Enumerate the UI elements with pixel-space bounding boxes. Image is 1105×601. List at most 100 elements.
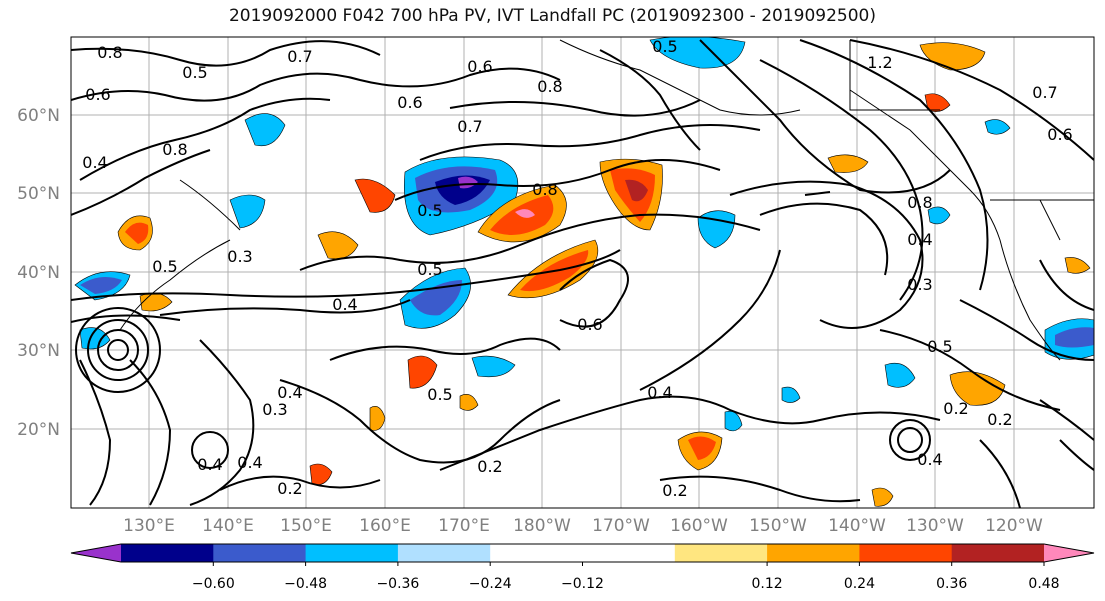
negative-anomaly-blob bbox=[927, 206, 951, 225]
contour-label: 0.8 bbox=[162, 140, 187, 159]
colorbar-segment bbox=[305, 544, 399, 562]
colorbar-tick-label: −0.60 bbox=[192, 576, 235, 592]
negative-anomaly-blob bbox=[244, 113, 286, 147]
map-border bbox=[70, 36, 1095, 509]
lon-label: 120°W bbox=[985, 516, 1043, 536]
negative-anomaly-blob bbox=[410, 280, 462, 316]
colorbar-segment bbox=[859, 544, 953, 562]
pv-shading bbox=[74, 37, 1094, 507]
lon-label: 140°E bbox=[202, 516, 254, 536]
positive-anomaly-blob bbox=[407, 355, 438, 389]
contour-label: 0.3 bbox=[262, 400, 287, 419]
contour-label: 0.4 bbox=[917, 450, 942, 469]
lon-label: 170°W bbox=[592, 516, 650, 536]
colorbar-tick-label: 0.36 bbox=[936, 576, 967, 592]
colorbar-segment bbox=[490, 544, 583, 562]
colorbar: −0.60 −0.48 −0.36 −0.24 −0.12 0.12 0.24 0.36 0.4… bbox=[70, 543, 1095, 592]
colorbar-tick-label: −0.48 bbox=[284, 576, 327, 592]
contour-label: 0.6 bbox=[397, 93, 422, 112]
colorbar-tick-label: −0.12 bbox=[561, 576, 604, 592]
contour-label: 0.7 bbox=[1032, 83, 1057, 102]
contour-label: 0.5 bbox=[417, 201, 442, 220]
negative-anomaly-blob bbox=[80, 276, 122, 294]
contour-label: 0.4 bbox=[907, 230, 932, 249]
contour-label: 0.5 bbox=[152, 257, 177, 276]
colorbar-outline bbox=[70, 543, 1095, 563]
colorbar-segment bbox=[121, 544, 214, 562]
negative-anomaly-blob bbox=[781, 386, 801, 403]
contour-label: 0.8 bbox=[907, 193, 932, 212]
contour-label: 0.6 bbox=[577, 315, 602, 334]
colorbar-tick-label: −0.24 bbox=[469, 576, 512, 592]
colorbar-segment bbox=[767, 544, 860, 562]
contour-label: 0.2 bbox=[943, 399, 968, 418]
colorbar-segment bbox=[213, 544, 307, 562]
colorbar-tick-label: −0.36 bbox=[376, 576, 419, 592]
positive-anomaly-blob bbox=[871, 487, 894, 507]
contour-label: 0.5 bbox=[927, 337, 952, 356]
negative-anomaly-blob bbox=[229, 194, 266, 229]
coastlines bbox=[119, 39, 1094, 361]
negative-anomaly-blob bbox=[471, 355, 516, 378]
contour-label: 0.2 bbox=[277, 479, 302, 498]
contour-label: 0.7 bbox=[457, 117, 482, 136]
negative-anomaly-blob bbox=[458, 176, 478, 189]
contour-label: 0.5 bbox=[417, 260, 442, 279]
lat-label: 50°N bbox=[17, 184, 60, 204]
contour-label: 0.7 bbox=[287, 47, 312, 66]
gridlines bbox=[71, 37, 1094, 508]
contour-label: 0.4 bbox=[237, 453, 262, 472]
colorbar-segment bbox=[674, 544, 768, 562]
colorbar-tick-label: 0.48 bbox=[1028, 576, 1059, 592]
colorbar-extend-low bbox=[71, 544, 121, 562]
contour-label: 0.2 bbox=[477, 457, 502, 476]
contour-label: 0.3 bbox=[227, 247, 252, 266]
contour-label: 0.6 bbox=[85, 85, 110, 104]
lon-label: 140°W bbox=[828, 516, 886, 536]
contour-label: 0.2 bbox=[987, 410, 1012, 429]
positive-anomaly-blob bbox=[924, 93, 951, 112]
contour-label: 0.5 bbox=[182, 63, 207, 82]
contour-label: 0.4 bbox=[277, 383, 302, 402]
colorbar-tick-label: 0.24 bbox=[844, 576, 875, 592]
negative-anomaly-blob bbox=[697, 210, 736, 249]
positive-anomaly-blob bbox=[625, 179, 648, 202]
negative-anomaly-blob bbox=[984, 119, 1011, 135]
colorbar-tick-label: 0.12 bbox=[752, 576, 783, 592]
contour-label: 0.2 bbox=[662, 481, 687, 500]
negative-anomaly-blob bbox=[884, 362, 916, 388]
colorbar-extend-high bbox=[1044, 544, 1094, 562]
lon-label: 130°E bbox=[123, 516, 175, 536]
lon-label: 180°W bbox=[513, 516, 571, 536]
contour-label: 0.4 bbox=[197, 455, 222, 474]
contour-lines bbox=[71, 39, 1094, 508]
negative-anomaly-blob bbox=[1055, 327, 1094, 348]
contour-label: 1.2 bbox=[867, 53, 892, 72]
colorbar-segment bbox=[951, 544, 1045, 562]
positive-anomaly-blob bbox=[459, 394, 479, 411]
lon-label: 150°E bbox=[280, 516, 332, 536]
positive-anomaly-blob bbox=[827, 154, 869, 173]
lat-label: 30°N bbox=[17, 341, 60, 361]
contour-label: 0.3 bbox=[907, 275, 932, 294]
contour-label: 0.4 bbox=[82, 153, 107, 172]
positive-anomaly-blob bbox=[515, 209, 535, 218]
positive-anomaly-blob bbox=[949, 371, 1006, 406]
positive-anomaly-blob bbox=[354, 178, 396, 213]
lon-label: 130°W bbox=[906, 516, 964, 536]
positive-anomaly-blob bbox=[1064, 257, 1091, 274]
contour-label: 0.5 bbox=[652, 37, 677, 56]
contour-label: 0.5 bbox=[427, 385, 452, 404]
contour-label: 0.8 bbox=[532, 180, 557, 199]
lon-label: 150°W bbox=[749, 516, 807, 536]
contour-label: 0.8 bbox=[97, 43, 122, 62]
lat-label: 40°N bbox=[17, 263, 60, 283]
contour-label: 0.4 bbox=[332, 295, 357, 314]
contour-label: 0.6 bbox=[467, 57, 492, 76]
positive-anomaly-blob bbox=[125, 222, 149, 244]
colorbar-segment bbox=[582, 544, 676, 562]
contour-label: 0.8 bbox=[537, 77, 562, 96]
lon-label: 160°E bbox=[359, 516, 411, 536]
lon-label: 160°W bbox=[670, 516, 728, 536]
